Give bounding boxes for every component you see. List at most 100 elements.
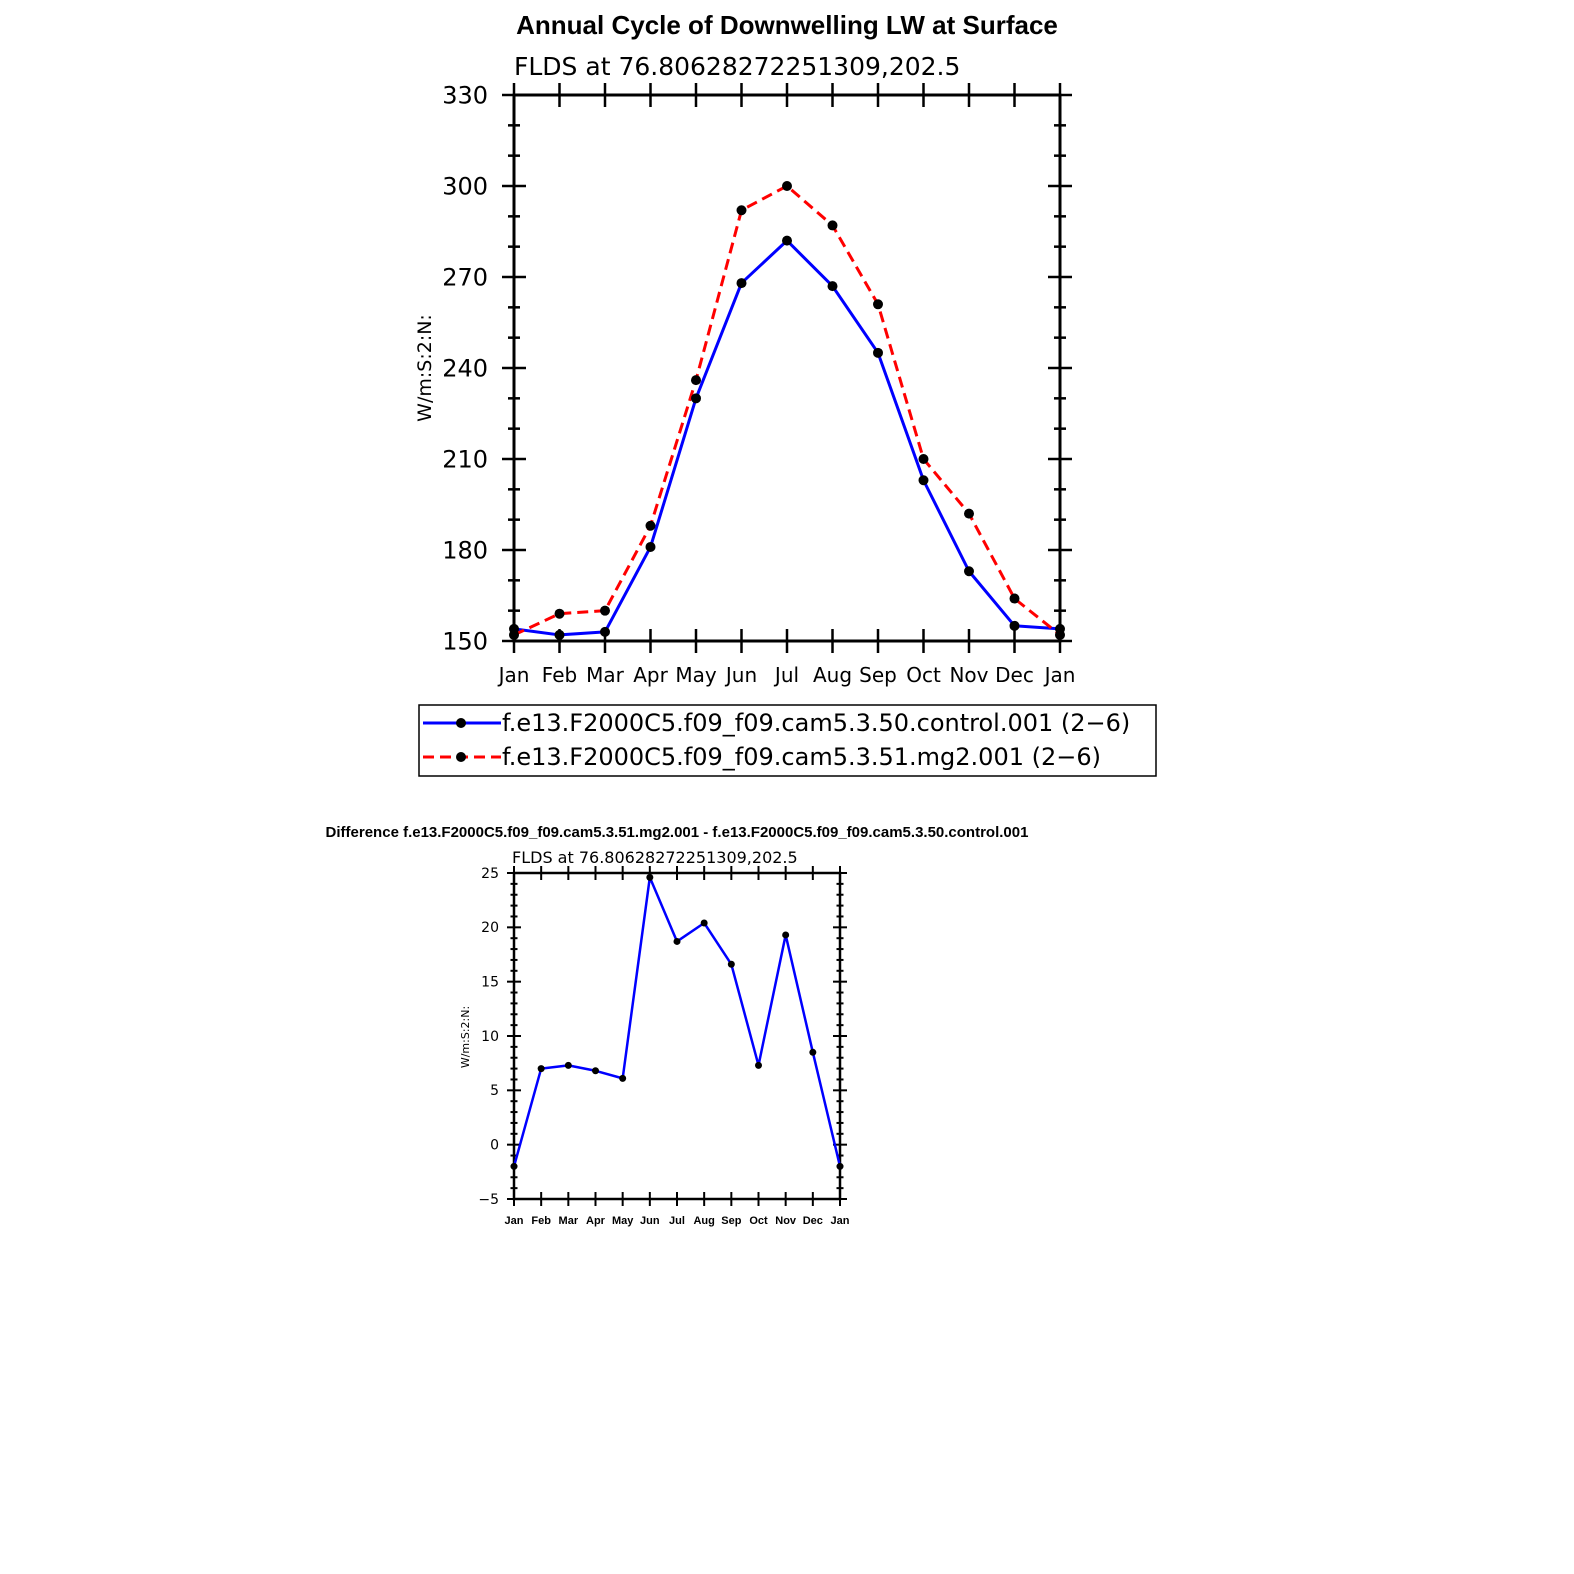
y-tick-label: 210 bbox=[442, 445, 488, 473]
y-tick-label: 330 bbox=[442, 81, 488, 109]
chart2-series bbox=[510, 873, 844, 1170]
x-tick-label: Jan bbox=[497, 663, 530, 687]
data-point bbox=[554, 608, 565, 619]
data-point bbox=[782, 931, 790, 939]
chart2-plot-frame bbox=[512, 871, 842, 1201]
annual-cycle-chart: Annual Cycle of Downwelling LW at Surfac… bbox=[414, 10, 1157, 777]
y-tick-label: 300 bbox=[442, 172, 488, 200]
chart1-ylabel: W/m:S:2:N: bbox=[414, 314, 436, 422]
chart1-subtitle: FLDS at 76.80628272251309,202.5 bbox=[514, 52, 960, 81]
data-point bbox=[1009, 620, 1020, 631]
data-point bbox=[646, 873, 654, 881]
data-point bbox=[1055, 629, 1065, 640]
legend-entry-control: f.e13.F2000C5.f09_f09.cam5.3.50.control.… bbox=[423, 709, 1130, 737]
chart2-ticks bbox=[507, 866, 847, 1206]
data-point bbox=[964, 508, 974, 519]
y-tick-label: 240 bbox=[442, 354, 488, 382]
x-tick-label: Mar bbox=[586, 663, 625, 687]
data-point bbox=[964, 566, 974, 577]
y-tick-label: 20 bbox=[481, 920, 499, 936]
chart2-subtitle: FLDS at 76.80628272251309,202.5 bbox=[512, 848, 798, 867]
x-tick-label: Feb bbox=[542, 663, 577, 687]
x-tick-label: Dec bbox=[803, 1215, 823, 1227]
legend-marker-control bbox=[456, 718, 466, 728]
chart2-ylabel: W/m:S:2:N: bbox=[459, 1006, 472, 1068]
y-tick-label: 0 bbox=[490, 1138, 499, 1154]
x-tick-label: Aug bbox=[813, 663, 852, 687]
chart1-legend: f.e13.F2000C5.f09_f09.cam5.3.50.control.… bbox=[418, 704, 1157, 777]
data-point bbox=[691, 375, 701, 386]
data-point bbox=[564, 1061, 572, 1069]
chart2-y-tick-labels: −5 0 5 10 15 20 25 bbox=[478, 866, 499, 1208]
y-tick-label: 5 bbox=[490, 1083, 499, 1099]
y-tick-label: 150 bbox=[442, 627, 488, 655]
data-point bbox=[736, 278, 747, 289]
x-tick-label: Dec bbox=[995, 663, 1034, 687]
chart1-plot-frame bbox=[512, 93, 1062, 643]
data-point bbox=[782, 181, 792, 191]
data-point bbox=[619, 1074, 627, 1082]
x-tick-label: Sep bbox=[859, 663, 897, 687]
chart1-y-tick-labels: 150 180 210 240 270 300 330 bbox=[442, 81, 488, 655]
x-tick-label: Apr bbox=[586, 1215, 606, 1227]
data-point bbox=[600, 626, 610, 637]
series-line-1 bbox=[513, 184, 1061, 637]
data-point bbox=[600, 605, 610, 616]
x-tick-label: Jan bbox=[831, 1215, 850, 1227]
data-point bbox=[727, 960, 735, 968]
x-tick-label: Jul bbox=[669, 1215, 685, 1227]
data-point bbox=[836, 1162, 844, 1170]
legend-label-mg2: f.e13.F2000C5.f09_f09.cam5.3.51.mg2.001 … bbox=[502, 743, 1101, 771]
data-point bbox=[918, 454, 929, 464]
data-point bbox=[510, 1162, 518, 1170]
y-tick-label: 25 bbox=[481, 866, 499, 882]
x-tick-label: Mar bbox=[559, 1215, 579, 1227]
chart1-ticks bbox=[502, 83, 1072, 653]
y-tick-label: −5 bbox=[478, 1192, 499, 1208]
data-point bbox=[918, 475, 929, 486]
y-tick-label: 180 bbox=[442, 536, 488, 564]
x-tick-label: Jan bbox=[505, 1215, 524, 1227]
chart2-title: Difference f.e13.F2000C5.f09_f09.cam5.3.… bbox=[326, 824, 1029, 841]
x-tick-label: May bbox=[675, 663, 717, 687]
x-tick-label: Sep bbox=[721, 1215, 741, 1227]
y-tick-label: 270 bbox=[442, 263, 488, 291]
x-tick-label: Oct bbox=[749, 1215, 768, 1227]
chart1-x-tick-labels: Jan Feb Mar Apr May Jun Jul Aug Sep Oct Nov Dec Jan bbox=[497, 663, 1076, 687]
data-point bbox=[509, 629, 519, 640]
legend-box bbox=[418, 704, 1157, 777]
data-point bbox=[554, 629, 565, 640]
data-point bbox=[592, 1067, 599, 1075]
x-tick-label: Oct bbox=[906, 663, 941, 687]
data-point bbox=[736, 205, 747, 216]
x-tick-label: Jan bbox=[1043, 663, 1076, 687]
legend-entry-mg2: f.e13.F2000C5.f09_f09.cam5.3.51.mg2.001 … bbox=[423, 743, 1101, 771]
data-point bbox=[873, 347, 883, 358]
y-tick-label: 10 bbox=[481, 1029, 499, 1045]
data-point bbox=[691, 393, 701, 404]
data-point bbox=[645, 541, 656, 552]
data-point bbox=[782, 235, 792, 246]
y-tick-label: 15 bbox=[481, 975, 499, 991]
chart2-x-tick-labels: Jan Feb Mar Apr May Jun Jul Aug Sep Oct Nov Dec Jan bbox=[505, 1215, 850, 1227]
x-tick-label: Jun bbox=[724, 663, 757, 687]
series-line-0 bbox=[512, 876, 842, 1167]
legend-label-control: f.e13.F2000C5.f09_f09.cam5.3.50.control.… bbox=[502, 709, 1130, 737]
data-point bbox=[827, 220, 838, 231]
x-tick-label: Nov bbox=[775, 1215, 797, 1227]
data-point bbox=[873, 299, 883, 310]
data-point bbox=[1009, 593, 1020, 604]
x-tick-label: Feb bbox=[531, 1215, 551, 1227]
x-tick-label: Apr bbox=[633, 663, 668, 687]
legend-marker-mg2 bbox=[456, 752, 466, 762]
x-tick-label: Nov bbox=[949, 663, 988, 687]
data-point bbox=[700, 919, 708, 927]
data-point bbox=[537, 1065, 545, 1073]
chart1-title: Annual Cycle of Downwelling LW at Surfac… bbox=[516, 10, 1058, 40]
data-point bbox=[673, 937, 681, 945]
data-point bbox=[827, 281, 838, 292]
chart1-series bbox=[509, 181, 1065, 640]
data-point bbox=[755, 1061, 762, 1069]
data-point bbox=[645, 520, 656, 531]
